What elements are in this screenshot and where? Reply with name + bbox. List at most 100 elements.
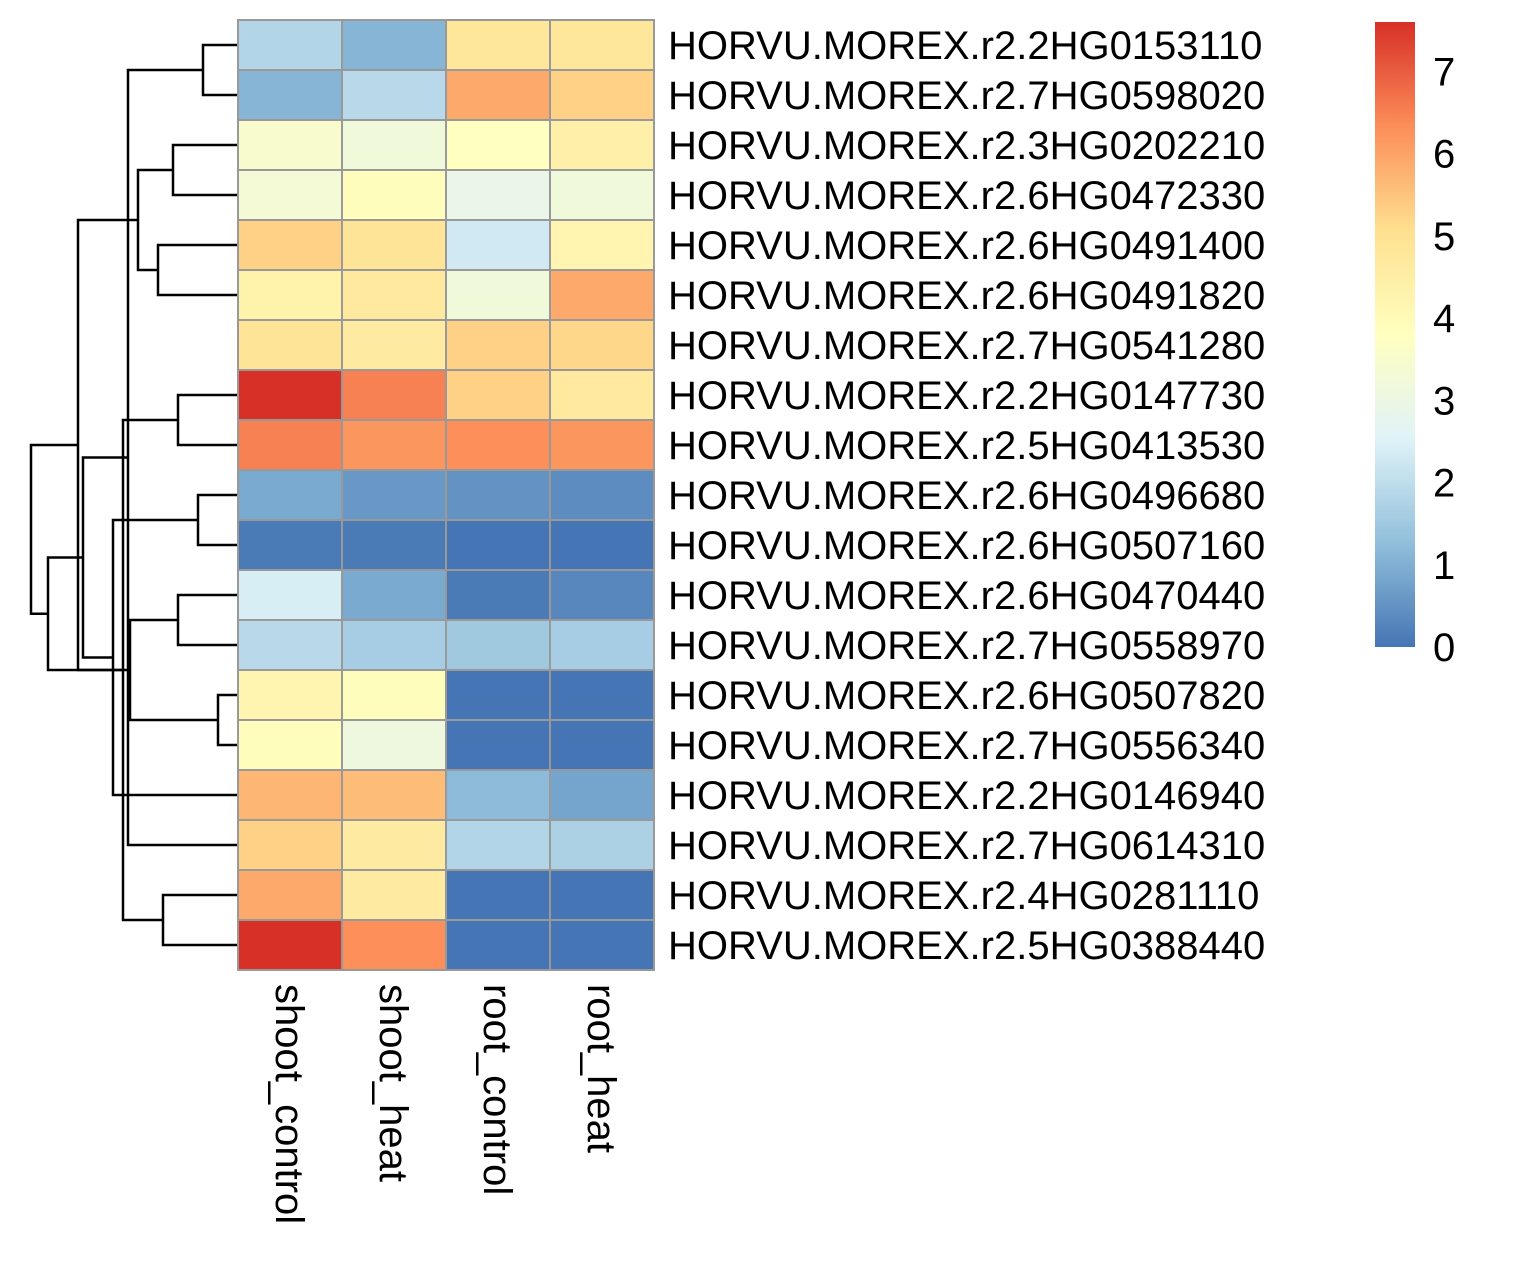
heatmap-cell [549, 769, 655, 821]
heatmap-cell [549, 369, 655, 421]
heatmap-cell [237, 919, 343, 971]
heatmap-cell [549, 719, 655, 771]
heatmap-cell [445, 369, 551, 421]
heatmap-cell [341, 169, 447, 221]
row-label: HORVU.MOREX.r2.2HG0146940 [668, 774, 1265, 818]
legend-tick-label: 6 [1433, 133, 1455, 177]
dendrogram-branch [161, 893, 238, 947]
dendrogram-branch [29, 443, 78, 615]
heatmap-cell [445, 319, 551, 371]
row-label: HORVU.MOREX.r2.6HG0472330 [668, 174, 1265, 218]
heatmap-cell [445, 219, 551, 271]
heatmap-cell [549, 919, 655, 971]
heatmap-cell [445, 119, 551, 171]
row-label: HORVU.MOREX.r2.7HG0614310 [668, 824, 1265, 868]
row-label: HORVU.MOREX.r2.6HG0496680 [668, 474, 1265, 518]
dendrogram-branch [128, 618, 218, 722]
row-label: HORVU.MOREX.r2.6HG0507160 [668, 524, 1265, 568]
heatmap-cell [549, 169, 655, 221]
heatmap-cell [237, 369, 343, 421]
row-label: HORVU.MOREX.r2.6HG0491820 [668, 274, 1265, 318]
heatmap-cell [549, 319, 655, 371]
row-label: HORVU.MOREX.r2.5HG0413530 [668, 424, 1265, 468]
heatmap-cell [237, 669, 343, 721]
heatmap-cell [549, 519, 655, 571]
heatmap-cell [549, 819, 655, 871]
heatmap-cell [445, 469, 551, 521]
heatmap-cell [445, 69, 551, 121]
heatmap-cell [237, 569, 343, 621]
legend-tick-label: 7 [1433, 50, 1455, 94]
heatmap-cell [549, 469, 655, 521]
row-label: HORVU.MOREX.r2.5HG0388440 [668, 924, 1265, 968]
heatmap-cell [445, 819, 551, 871]
column-label: shoot_control [267, 984, 311, 1224]
heatmap-cell [237, 69, 343, 121]
heatmap-cell [237, 419, 343, 471]
dendrogram-branch [171, 143, 238, 197]
heatmap-cell [237, 719, 343, 771]
heatmap-cell [341, 669, 447, 721]
heatmap-cell [237, 219, 343, 271]
legend-color-bar [1375, 22, 1415, 647]
legend-tick-label: 4 [1433, 297, 1455, 341]
heatmap-cell [237, 869, 343, 921]
heatmap-cell [341, 319, 447, 371]
heatmap-cell [237, 769, 343, 821]
heatmap-cell [445, 169, 551, 221]
legend-tick-label: 5 [1433, 215, 1455, 259]
dendrogram-branch [156, 243, 238, 297]
heatmap-cell [237, 19, 343, 71]
heatmap-cell [341, 619, 447, 671]
dendrogram-branch [176, 593, 238, 647]
legend-tick-label: 2 [1433, 462, 1455, 506]
heatmap-cell [549, 619, 655, 671]
heatmap-cell [549, 69, 655, 121]
row-label: HORVU.MOREX.r2.7HG0558970 [668, 624, 1265, 668]
heatmap-cell [341, 69, 447, 121]
dendrogram-branch [176, 393, 238, 447]
legend-tick-label: 1 [1433, 544, 1455, 588]
row-labels: HORVU.MOREX.r2.2HG0153110 HORVU.MOREX.r2.… [668, 24, 1265, 968]
column-label: root_heat [579, 984, 623, 1153]
heatmap-cell [549, 669, 655, 721]
column-label: root_control [475, 984, 519, 1195]
heatmap-cell [549, 419, 655, 471]
heatmap-cell [445, 669, 551, 721]
heatmap-cell [549, 569, 655, 621]
heatmap-cell [445, 19, 551, 71]
heatmap-cell [237, 819, 343, 871]
heatmap-cell [341, 769, 447, 821]
dendrogram-branch [196, 493, 238, 547]
heatmap-cell [549, 219, 655, 271]
heatmap-cell [341, 119, 447, 171]
heatmap-cell [445, 569, 551, 621]
heatmap-cell [341, 919, 447, 971]
row-label: HORVU.MOREX.r2.6HG0470440 [668, 574, 1265, 618]
heatmap-cell [445, 769, 551, 821]
heatmap-cell [549, 269, 655, 321]
heatmap-cells [237, 19, 655, 971]
color-legend: 0 1 2 3 4 5 6 7 [1375, 22, 1455, 670]
heatmap-cell [445, 269, 551, 321]
heatmap-cell [341, 269, 447, 321]
dendrogram-branch [216, 693, 238, 747]
dendrogram-branch [136, 168, 173, 272]
heatmap-cell [237, 469, 343, 521]
heatmap-cell [341, 219, 447, 271]
row-label: HORVU.MOREX.r2.2HG0153110 [668, 24, 1262, 68]
heatmap-cell [341, 519, 447, 571]
heatmap-cell [341, 719, 447, 771]
heatmap-cell [341, 869, 447, 921]
heatmap-cell [341, 369, 447, 421]
heatmap-cell [237, 269, 343, 321]
row-label: HORVU.MOREX.r2.7HG0541280 [668, 324, 1265, 368]
row-label: HORVU.MOREX.r2.6HG0507820 [668, 674, 1265, 718]
heatmap-cell [341, 569, 447, 621]
row-label: HORVU.MOREX.r2.7HG0556340 [668, 724, 1265, 768]
heatmap-cell [341, 19, 447, 71]
heatmap-cell [341, 419, 447, 471]
column-label: shoot_heat [371, 984, 415, 1182]
heatmap-cell [549, 19, 655, 71]
